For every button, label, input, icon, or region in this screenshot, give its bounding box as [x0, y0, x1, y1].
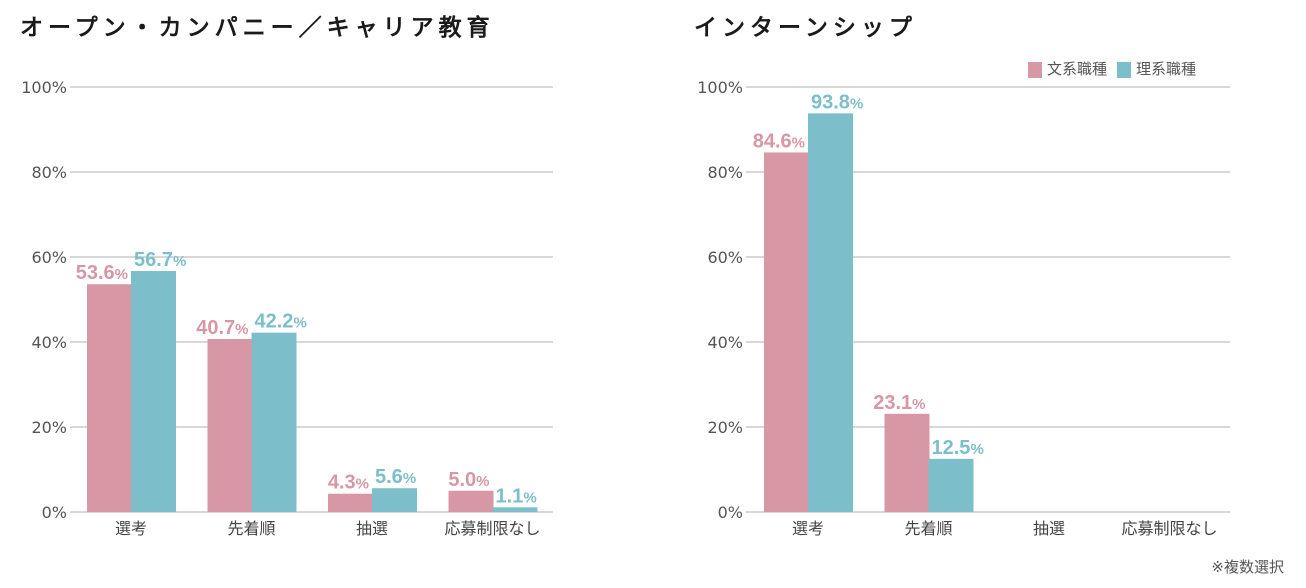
data-label: 5.0%: [448, 469, 489, 491]
x-tick-label: 応募制限なし: [1121, 519, 1217, 538]
y-tick-label: 20%: [707, 418, 743, 437]
x-tick-label: 応募制限なし: [444, 519, 540, 538]
x-tick-label: 選考: [792, 519, 824, 538]
x-tick-label: 抽選: [1033, 519, 1065, 538]
legend-label: 理系職種: [1136, 60, 1197, 78]
x-tick-label: 選考: [115, 519, 147, 538]
y-tick-label: 80%: [31, 163, 67, 182]
data-label: 23.1%: [873, 392, 925, 414]
legend: 文系職種 理系職種: [1028, 58, 1196, 79]
y-tick-label: 40%: [707, 333, 743, 352]
data-label: 53.6%: [76, 262, 128, 284]
legend-label: 文系職種: [1047, 60, 1108, 78]
bar: [764, 152, 809, 512]
legend-item-rikei: 理系職種: [1117, 58, 1196, 79]
data-label: 56.7%: [134, 249, 186, 271]
data-label: 4.3%: [328, 472, 369, 494]
bar: [328, 493, 373, 512]
y-tick-label: 100%: [21, 78, 67, 97]
data-label: 42.2%: [255, 311, 307, 333]
data-label: 40.7%: [196, 317, 248, 339]
bar: [492, 507, 538, 512]
data-label: 5.6%: [375, 466, 416, 488]
y-tick-label: 60%: [707, 248, 743, 267]
x-tick-label: 抽選: [356, 519, 388, 538]
chart-title-open-company: オープン・カンパニー／キャリア教育: [20, 15, 495, 41]
bar: [207, 339, 253, 512]
y-tick-label: 60%: [31, 248, 67, 267]
bar: [448, 490, 494, 512]
y-tick-label: 20%: [31, 418, 67, 437]
x-tick-label: 先着順: [227, 519, 275, 538]
bar: [928, 458, 974, 512]
bar: [131, 271, 176, 512]
y-tick-label: 0%: [718, 503, 743, 522]
bar: [884, 413, 930, 512]
chart-title-internship: インターンシップ: [694, 15, 917, 41]
legend-item-bunkei: 文系職種: [1028, 58, 1107, 79]
y-tick-label: 80%: [707, 163, 743, 182]
data-label: 84.6%: [753, 130, 805, 152]
data-label: 1.1%: [496, 485, 537, 507]
bar: [251, 332, 297, 512]
footnote: ※複数選択: [1211, 558, 1284, 576]
data-label: 93.8%: [811, 91, 863, 113]
x-tick-label: 先着順: [904, 519, 952, 538]
y-tick-label: 0%: [42, 503, 67, 522]
y-tick-label: 100%: [697, 78, 743, 97]
data-label: 12.5%: [932, 437, 984, 459]
y-tick-label: 40%: [31, 333, 67, 352]
bar: [372, 488, 417, 512]
bar: [87, 284, 132, 512]
bar: [808, 113, 853, 512]
